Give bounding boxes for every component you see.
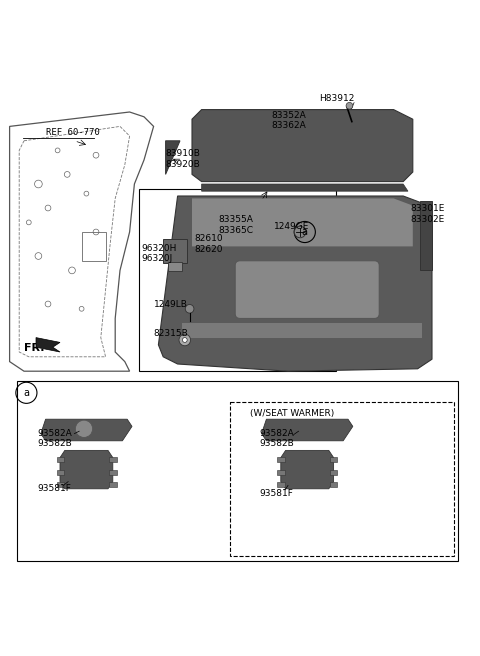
Polygon shape	[166, 141, 180, 174]
Text: 83301E
83302E: 83301E 83302E	[410, 204, 445, 224]
Text: 1249LB: 1249LB	[154, 300, 188, 309]
Text: 83910B
83920B: 83910B 83920B	[166, 150, 201, 169]
Circle shape	[185, 304, 194, 313]
Polygon shape	[60, 451, 113, 489]
Polygon shape	[182, 323, 422, 338]
Circle shape	[294, 226, 306, 237]
Text: REF 60-770: REF 60-770	[46, 128, 99, 137]
FancyBboxPatch shape	[330, 470, 337, 476]
FancyBboxPatch shape	[277, 457, 285, 462]
Text: a: a	[302, 227, 308, 237]
FancyBboxPatch shape	[109, 482, 117, 487]
FancyBboxPatch shape	[57, 470, 64, 476]
FancyBboxPatch shape	[277, 470, 285, 476]
Text: 83355A
83365C: 83355A 83365C	[218, 215, 253, 235]
Polygon shape	[192, 198, 413, 247]
Text: 82315B: 82315B	[154, 329, 188, 338]
Text: 83352A
83362A: 83352A 83362A	[271, 111, 306, 131]
FancyBboxPatch shape	[168, 262, 182, 272]
Text: 93581F: 93581F	[259, 489, 293, 498]
Text: FR.: FR.	[24, 342, 45, 352]
FancyBboxPatch shape	[57, 457, 64, 462]
Polygon shape	[192, 110, 413, 182]
Circle shape	[182, 338, 187, 342]
Circle shape	[75, 420, 93, 438]
Polygon shape	[202, 184, 408, 191]
FancyBboxPatch shape	[330, 457, 337, 462]
Text: 93582A
93582B: 93582A 93582B	[259, 429, 294, 448]
FancyBboxPatch shape	[235, 261, 379, 318]
FancyBboxPatch shape	[330, 482, 337, 487]
Circle shape	[179, 335, 191, 346]
Polygon shape	[420, 201, 432, 270]
Polygon shape	[36, 338, 60, 352]
Polygon shape	[281, 451, 334, 489]
FancyBboxPatch shape	[277, 482, 285, 487]
Text: 82610
82620: 82610 82620	[194, 234, 223, 254]
Polygon shape	[262, 419, 353, 441]
FancyBboxPatch shape	[163, 239, 187, 263]
FancyBboxPatch shape	[109, 470, 117, 476]
Text: H83912: H83912	[319, 94, 355, 103]
Text: 93582A
93582B: 93582A 93582B	[37, 429, 72, 448]
Text: 1249GE: 1249GE	[274, 222, 309, 232]
Circle shape	[346, 102, 353, 109]
Text: (W/SEAT WARMER): (W/SEAT WARMER)	[250, 409, 334, 418]
FancyBboxPatch shape	[109, 457, 117, 462]
Text: a: a	[24, 388, 29, 398]
Polygon shape	[158, 196, 432, 371]
Text: 93581F: 93581F	[37, 484, 72, 493]
FancyBboxPatch shape	[57, 482, 64, 487]
Text: 96320H
96320J: 96320H 96320J	[142, 244, 177, 264]
Polygon shape	[41, 419, 132, 441]
